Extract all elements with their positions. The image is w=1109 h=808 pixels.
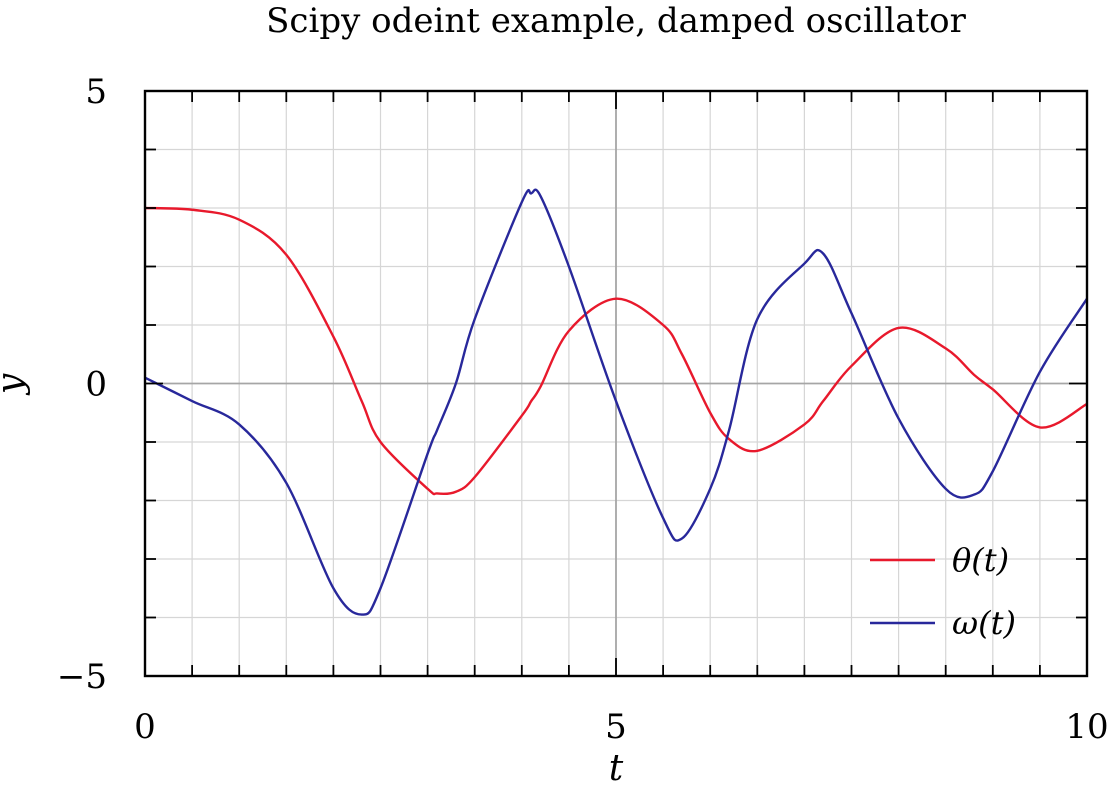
tick-labels: 0 5 10 −5 0 5 [57, 72, 1109, 747]
tick-marks [144, 90, 1088, 677]
y-tick-label: −5 [57, 657, 107, 697]
y-tick-label: 5 [85, 72, 107, 112]
x-tick-label: 0 [134, 707, 156, 747]
series-lines [144, 188, 1089, 616]
y-axis-label: y [0, 373, 31, 396]
legend-label-omega: ω(t) [952, 604, 1016, 642]
series-theta-line [144, 206, 1088, 496]
zero-lines [145, 91, 1087, 676]
x-tick-label: 5 [605, 707, 627, 747]
x-tick-label: 10 [1065, 707, 1108, 747]
y-tick-label: 0 [85, 365, 107, 405]
x-axis-label: t [609, 748, 624, 789]
chart-title: Scipy odeint example, damped oscillator [266, 1, 966, 41]
series-omega-line [144, 188, 1089, 616]
legend-label-theta: θ(t) [952, 541, 1009, 579]
legend: θ(t) ω(t) [870, 541, 1016, 642]
